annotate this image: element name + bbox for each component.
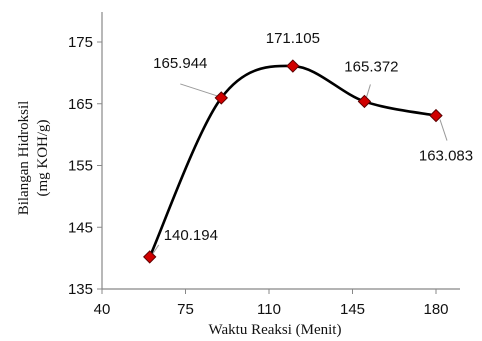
curve-layer <box>148 64 437 258</box>
data-label: 163.083 <box>419 148 473 165</box>
y-tick-label: 165 <box>68 96 93 113</box>
y-tick-label: 155 <box>68 158 93 175</box>
x-tick-label: 40 <box>94 301 111 318</box>
data-label-leader <box>152 244 160 255</box>
x-axis-title: Waktu Reaksi (Menit) <box>209 322 342 338</box>
x-tick-label: 145 <box>340 301 365 318</box>
data-label: 171.105 <box>266 30 320 47</box>
y-tick-label: 135 <box>68 281 93 298</box>
y-axis-title: Bilangan Hidroksil <box>16 101 32 216</box>
y-axis-title: (mg KOH/g) <box>35 119 51 196</box>
data-label-leader <box>365 84 371 98</box>
data-label: 165.372 <box>344 58 398 75</box>
data-point-marker <box>286 59 300 73</box>
data-label-leader <box>439 119 448 141</box>
data-labels: 140.194 165.944 171.105 165.372 163.083 <box>152 30 473 255</box>
data-label: 165.944 <box>153 55 207 72</box>
markers <box>143 59 443 264</box>
data-label: 140.194 <box>164 227 218 244</box>
x-tick-label: 180 <box>423 301 448 318</box>
axes: 135 145 155 165 175 40 75 110 145 180 Waktu Reaksi… <box>16 12 460 338</box>
y-tick-label: 145 <box>68 219 93 236</box>
y-tick-label: 175 <box>68 34 93 51</box>
x-tick-label: 75 <box>177 301 194 318</box>
data-point-marker <box>214 91 228 105</box>
x-tick-label: 110 <box>257 301 281 318</box>
data-point-marker <box>429 108 443 123</box>
series-line <box>148 64 437 258</box>
data-point-marker <box>357 94 372 109</box>
data-label-leader <box>180 83 218 97</box>
data-point-marker <box>143 250 157 264</box>
